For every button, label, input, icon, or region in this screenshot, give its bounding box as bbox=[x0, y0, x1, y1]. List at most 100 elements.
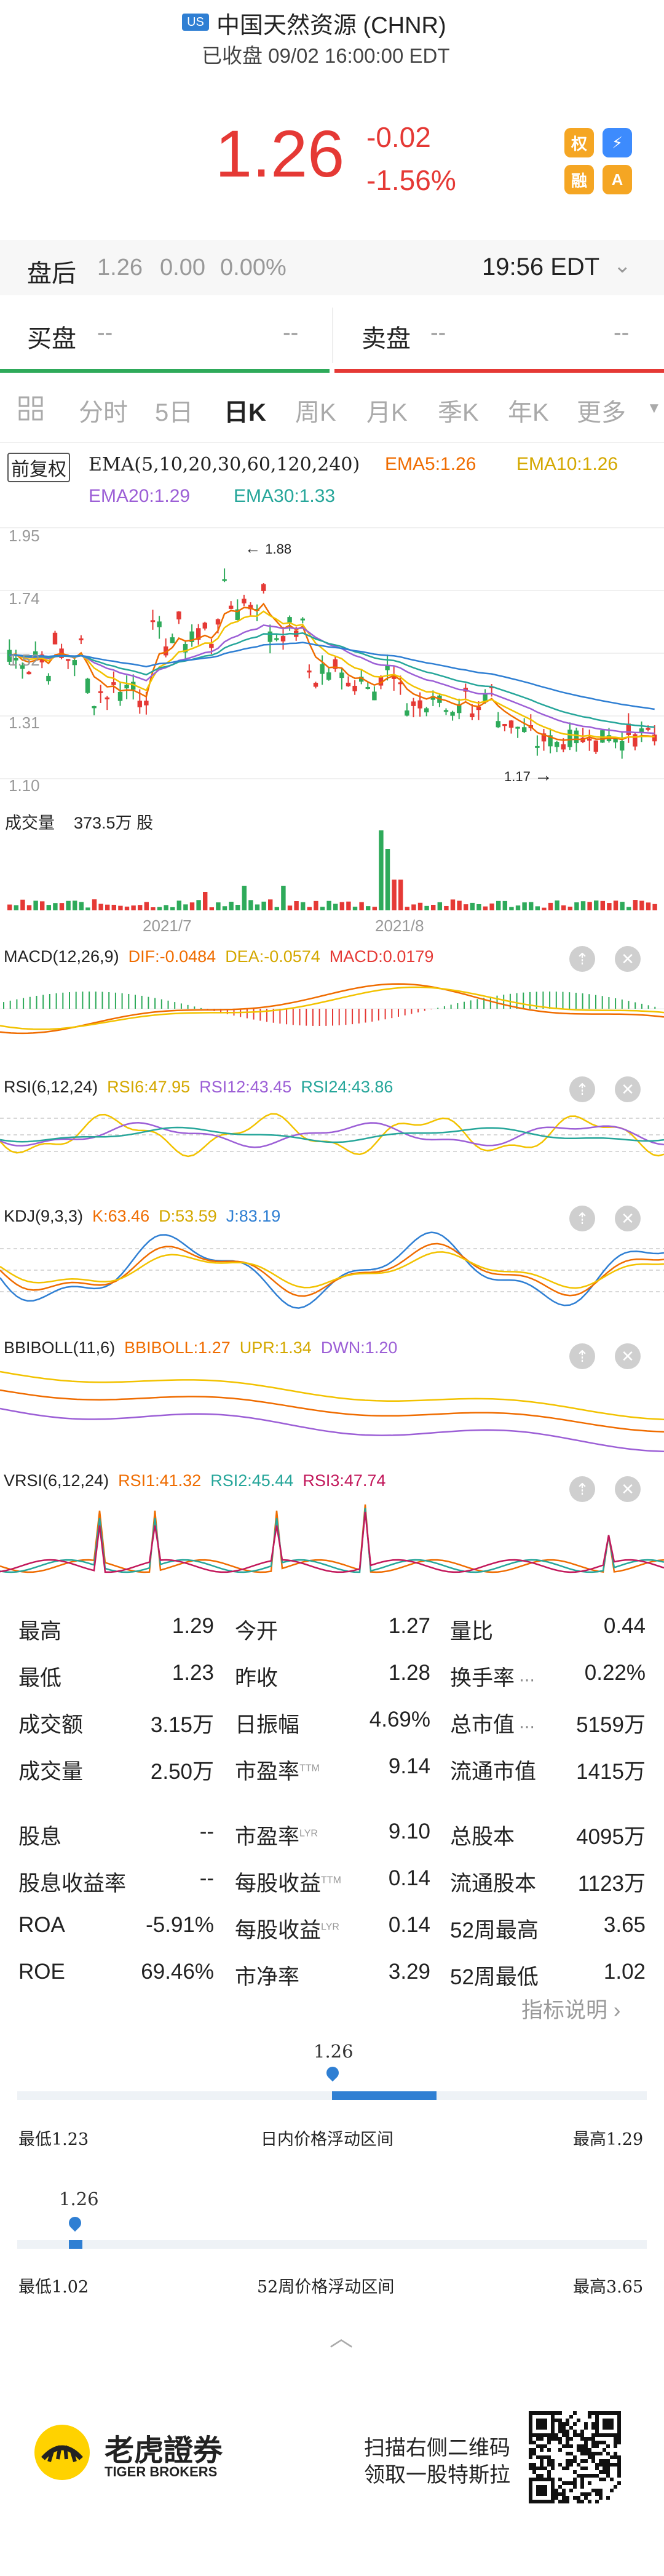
qr-module bbox=[599, 2441, 603, 2444]
pin-icon[interactable]: ⇡ bbox=[569, 1476, 595, 1502]
close-icon[interactable]: ✕ bbox=[615, 1076, 641, 1102]
stat-label: 成交量 bbox=[18, 1760, 84, 1784]
candle bbox=[508, 720, 514, 728]
stat-label: 总市值 ⋯ bbox=[450, 1713, 536, 1737]
volume-bar bbox=[379, 830, 384, 910]
qr-code[interactable] bbox=[529, 2411, 621, 2503]
qr-module bbox=[569, 2489, 573, 2492]
qr-module bbox=[551, 2467, 555, 2470]
close-icon[interactable]: ✕ bbox=[615, 946, 641, 972]
short-icon[interactable]: A bbox=[603, 165, 632, 194]
volume-bar bbox=[424, 905, 429, 910]
indicator-help-link[interactable]: 指标说明 › bbox=[521, 1998, 621, 2022]
after-hours-bar[interactable]: 盘后 1.26 0.00 0.00% 19:56 EDT ⌄ bbox=[0, 240, 664, 295]
qr-module bbox=[547, 2441, 551, 2444]
stat-label: 最高 bbox=[18, 1620, 62, 1644]
qr-module bbox=[573, 2433, 577, 2437]
bbiboll-chart[interactable] bbox=[0, 1366, 664, 1458]
volume-bar bbox=[242, 886, 247, 910]
info-icon[interactable]: ⋯ bbox=[515, 1717, 536, 1736]
rsi-chart[interactable] bbox=[0, 1101, 664, 1169]
options-icon[interactable]: 权 bbox=[564, 128, 594, 157]
qr-module bbox=[606, 2467, 610, 2470]
kdj-chart[interactable] bbox=[0, 1230, 664, 1310]
volume-bar bbox=[515, 905, 521, 910]
chevron-up-icon[interactable]: ︿ bbox=[330, 2326, 354, 2351]
close-icon[interactable]: ✕ bbox=[615, 1476, 641, 1502]
candle bbox=[554, 742, 559, 747]
ema-line bbox=[9, 624, 655, 734]
grid-icon[interactable] bbox=[17, 395, 44, 422]
volume-bar bbox=[548, 902, 553, 910]
vrsi-rsi2: RSI2:45.44 bbox=[210, 1471, 294, 1490]
qr-module bbox=[543, 2467, 547, 2470]
tab-timeshare[interactable]: 分时 bbox=[79, 399, 128, 426]
margin-icon[interactable]: 融 bbox=[564, 165, 594, 194]
qr-module bbox=[580, 2478, 584, 2481]
qr-module bbox=[558, 2500, 562, 2503]
qr-module bbox=[529, 2437, 532, 2441]
kdj-j: J:83.19 bbox=[226, 1207, 281, 1225]
qr-module bbox=[599, 2478, 603, 2481]
pin-icon[interactable]: ⇡ bbox=[569, 1206, 595, 1231]
triangle-down-icon[interactable]: ▼ bbox=[647, 400, 662, 416]
pin-icon[interactable]: ⇡ bbox=[569, 1076, 595, 1102]
candle bbox=[352, 685, 357, 691]
week52-range-fill bbox=[69, 2240, 82, 2249]
qr-module bbox=[591, 2422, 595, 2426]
qr-module bbox=[566, 2422, 569, 2426]
qr-module bbox=[614, 2455, 617, 2459]
volume-bar bbox=[522, 902, 527, 910]
y-label-4: 1.31 bbox=[9, 714, 40, 732]
tab-yearly-k[interactable]: 年K bbox=[508, 399, 549, 426]
qr-module bbox=[599, 2463, 603, 2467]
qr-module bbox=[566, 2459, 569, 2463]
qr-module bbox=[573, 2481, 577, 2485]
volume-bar bbox=[326, 900, 331, 910]
ask-label: 卖盘 bbox=[362, 325, 411, 352]
volume-bar bbox=[92, 899, 97, 910]
qr-module bbox=[617, 2455, 621, 2459]
macd-chart[interactable] bbox=[0, 972, 664, 1058]
stat-value: 3.15万 bbox=[150, 1713, 214, 1737]
volume-bar bbox=[639, 900, 644, 910]
tab-weekly-k[interactable]: 周K bbox=[295, 399, 336, 426]
tab-5day[interactable]: 5日 bbox=[155, 399, 194, 426]
qr-module bbox=[566, 2419, 569, 2422]
chevron-down-icon[interactable]: ⌄ bbox=[614, 254, 631, 277]
volume-bar bbox=[496, 900, 501, 910]
qr-module bbox=[588, 2411, 591, 2415]
pin-icon[interactable]: ⇡ bbox=[569, 1343, 595, 1369]
info-icon[interactable]: ⋯ bbox=[515, 1671, 536, 1689]
stat-value: 4095万 bbox=[576, 1825, 646, 1849]
date-label-1: 2021/7 bbox=[143, 916, 192, 935]
volume-bar bbox=[66, 900, 71, 910]
candle bbox=[300, 618, 306, 621]
tab-more[interactable]: 更多 bbox=[577, 399, 626, 426]
close-icon[interactable]: ✕ bbox=[615, 1343, 641, 1369]
tab-daily-k[interactable]: 日K bbox=[224, 399, 266, 426]
vrsi-rsi1-line bbox=[0, 1504, 664, 1573]
flash-icon[interactable]: ⚡ bbox=[603, 128, 632, 157]
tab-quarterly-k[interactable]: 季K bbox=[438, 399, 479, 426]
close-icon[interactable]: ✕ bbox=[615, 1206, 641, 1231]
candle bbox=[267, 631, 273, 642]
candle bbox=[652, 734, 657, 742]
pin-icon[interactable]: ⇡ bbox=[569, 946, 595, 972]
intraday-label: 日内价格浮动区间 bbox=[261, 2130, 393, 2149]
candle bbox=[209, 643, 214, 648]
qr-module bbox=[555, 2411, 558, 2415]
qr-module bbox=[617, 2474, 621, 2478]
tab-monthly-k[interactable]: 月K bbox=[366, 399, 408, 426]
bbiboll-value: BBIBOLL:1.27 bbox=[124, 1338, 231, 1357]
volume-bar bbox=[405, 907, 410, 910]
vrsi-chart[interactable] bbox=[0, 1498, 664, 1591]
candle bbox=[189, 631, 194, 642]
qr-module bbox=[573, 2470, 577, 2474]
kline-chart[interactable] bbox=[0, 517, 664, 800]
adjust-button[interactable]: 前复权 bbox=[7, 453, 70, 482]
qr-module bbox=[555, 2492, 558, 2496]
qr-module bbox=[588, 2448, 591, 2452]
qr-module bbox=[577, 2463, 580, 2467]
qr-module bbox=[569, 2459, 573, 2463]
